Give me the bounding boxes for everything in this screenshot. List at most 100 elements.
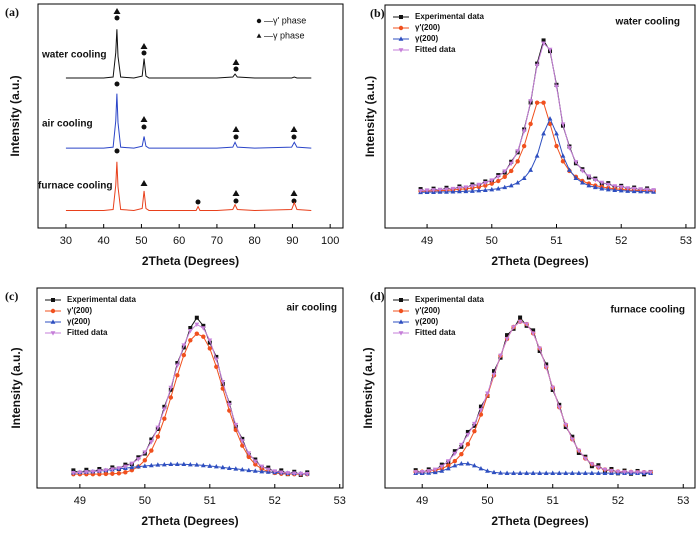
marker bbox=[515, 180, 521, 185]
marker bbox=[651, 188, 656, 193]
marker bbox=[476, 182, 482, 188]
marker bbox=[541, 41, 546, 46]
marker bbox=[239, 439, 245, 444]
series-label: air cooling bbox=[42, 119, 93, 130]
marker bbox=[541, 100, 546, 105]
series-line bbox=[65, 93, 312, 149]
marker bbox=[285, 471, 291, 476]
marker bbox=[534, 100, 540, 105]
marker bbox=[569, 437, 575, 442]
legend-marker bbox=[398, 308, 404, 314]
marker bbox=[579, 168, 585, 174]
marker bbox=[502, 184, 508, 190]
series-line bbox=[415, 321, 651, 473]
marker bbox=[537, 470, 543, 475]
x-tick-label: 40 bbox=[98, 235, 110, 247]
x-tick-label: 52 bbox=[612, 495, 624, 507]
marker bbox=[485, 391, 490, 396]
marker bbox=[90, 469, 96, 475]
marker bbox=[599, 186, 605, 191]
marker bbox=[599, 180, 605, 186]
x-tick-label: 49 bbox=[74, 495, 86, 507]
marker bbox=[489, 186, 495, 192]
marker bbox=[498, 353, 503, 359]
marker bbox=[424, 188, 430, 193]
marker bbox=[524, 470, 530, 475]
legend-label: γ'(200) bbox=[415, 306, 440, 315]
marker bbox=[142, 458, 148, 463]
marker bbox=[530, 331, 536, 336]
marker bbox=[214, 354, 219, 359]
marker bbox=[240, 436, 245, 441]
marker bbox=[175, 373, 180, 378]
marker bbox=[576, 470, 582, 475]
marker bbox=[515, 149, 521, 154]
phase-marker bbox=[233, 66, 239, 72]
marker bbox=[452, 463, 458, 468]
marker bbox=[452, 451, 458, 457]
legend-marker bbox=[398, 36, 404, 41]
marker bbox=[547, 116, 553, 121]
marker bbox=[589, 470, 595, 475]
x-tick-label: 49 bbox=[416, 495, 428, 507]
marker bbox=[505, 333, 510, 338]
marker bbox=[446, 463, 451, 468]
marker bbox=[194, 315, 199, 320]
x-tick-label: 50 bbox=[139, 495, 151, 507]
marker bbox=[528, 167, 534, 172]
phase-marker bbox=[232, 190, 240, 196]
marker bbox=[625, 186, 631, 191]
marker bbox=[110, 471, 115, 476]
phase-marker bbox=[141, 124, 147, 130]
marker bbox=[233, 427, 239, 433]
series-line bbox=[415, 321, 651, 473]
legend-label: Fitted data bbox=[67, 328, 108, 337]
series-label: water cooling bbox=[41, 50, 106, 61]
marker bbox=[188, 326, 193, 330]
panel-label: (d) bbox=[370, 289, 385, 303]
marker bbox=[439, 468, 445, 473]
marker bbox=[252, 468, 258, 473]
x-tick-label: 49 bbox=[421, 235, 433, 247]
marker bbox=[550, 470, 556, 475]
marker bbox=[181, 461, 187, 467]
marker bbox=[439, 464, 445, 470]
phase-marker bbox=[113, 8, 121, 14]
marker bbox=[161, 407, 167, 412]
legend-label: —γ' phase bbox=[264, 15, 306, 25]
marker bbox=[641, 470, 647, 475]
marker bbox=[563, 470, 569, 475]
marker bbox=[129, 464, 135, 470]
marker bbox=[253, 462, 258, 467]
phase-marker bbox=[290, 190, 298, 196]
marker bbox=[77, 470, 83, 475]
phase-marker bbox=[290, 126, 298, 132]
marker bbox=[622, 470, 627, 475]
marker bbox=[457, 185, 462, 191]
marker bbox=[605, 182, 611, 188]
marker bbox=[489, 178, 495, 183]
marker bbox=[502, 169, 508, 174]
marker bbox=[482, 187, 488, 192]
marker bbox=[605, 186, 611, 192]
marker bbox=[579, 180, 585, 185]
marker bbox=[259, 468, 265, 474]
marker bbox=[567, 146, 572, 151]
marker bbox=[103, 471, 109, 477]
x-tick-label: 53 bbox=[677, 495, 689, 507]
marker bbox=[83, 470, 89, 475]
marker bbox=[547, 47, 553, 53]
marker bbox=[644, 187, 650, 193]
legend-label: Experimental data bbox=[415, 295, 484, 304]
marker bbox=[161, 462, 167, 467]
series-line bbox=[415, 316, 651, 475]
marker bbox=[148, 440, 154, 445]
marker bbox=[596, 465, 601, 471]
marker bbox=[463, 188, 469, 194]
marker bbox=[213, 464, 219, 469]
marker bbox=[541, 130, 546, 136]
marker bbox=[560, 153, 566, 158]
phase-marker bbox=[291, 198, 297, 204]
marker bbox=[149, 448, 154, 453]
